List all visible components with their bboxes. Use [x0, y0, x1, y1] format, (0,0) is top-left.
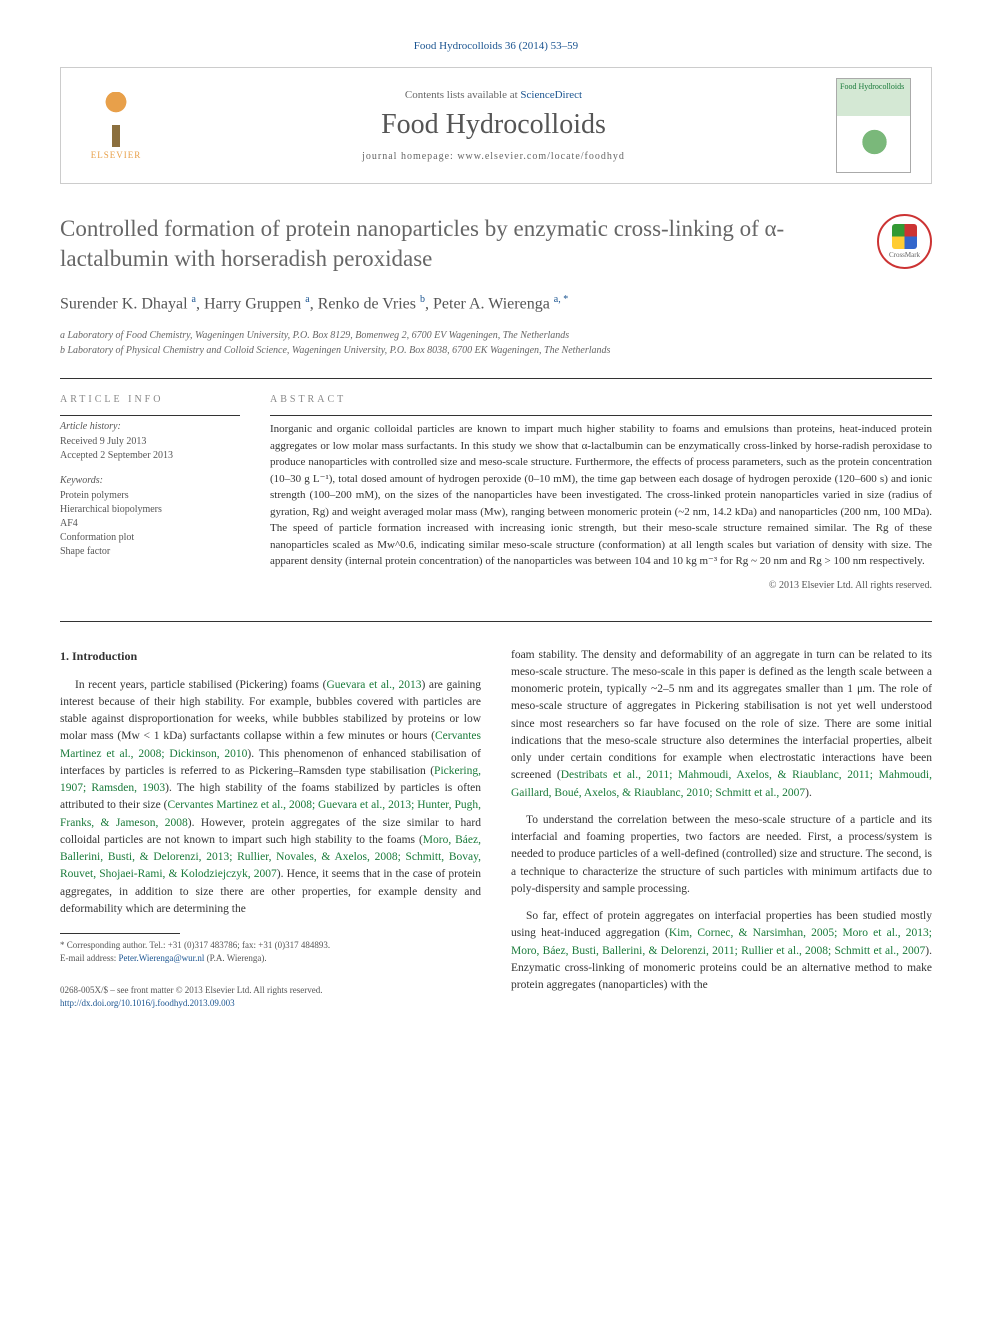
section-title: Introduction	[72, 649, 137, 663]
body-columns: 1. Introduction In recent years, particl…	[60, 647, 932, 1010]
received-date: Received 9 July 2013	[60, 435, 240, 449]
elsevier-label: ELSEVIER	[91, 150, 142, 160]
cover-title: Food Hydrocolloids	[840, 82, 904, 91]
masthead-center: Contents lists available at ScienceDirec…	[151, 89, 836, 162]
footer-info: 0268-005X/$ – see front matter © 2013 El…	[60, 984, 481, 1009]
p1c-text-b: ).	[805, 787, 812, 799]
doi-link[interactable]: http://dx.doi.org/10.1016/j.foodhyd.2013…	[60, 998, 235, 1008]
abstract-text: Inorganic and organic colloidal particle…	[270, 421, 932, 570]
divider-top	[60, 378, 932, 379]
article-title: Controlled formation of protein nanopart…	[60, 214, 877, 274]
authors-line: Surender K. Dhayal a, Harry Gruppen a, R…	[60, 294, 932, 313]
affiliation-b: b Laboratory of Physical Chemistry and C…	[60, 343, 932, 358]
info-divider-1	[60, 415, 240, 416]
section-heading: 1. Introduction	[60, 647, 481, 665]
article-info-heading: ARTICLE INFO	[60, 394, 240, 405]
email-link[interactable]: Peter.Wierenga@wur.nl	[118, 953, 204, 963]
journal-cover-thumbnail: Food Hydrocolloids	[836, 78, 911, 173]
corresponding-author-footnote: * Corresponding author. Tel.: +31 (0)317…	[60, 939, 481, 964]
left-column: 1. Introduction In recent years, particl…	[60, 647, 481, 1010]
abstract-divider	[270, 415, 932, 416]
homepage-label: journal homepage:	[362, 151, 457, 162]
journal-name: Food Hydrocolloids	[151, 109, 836, 141]
crossmark-icon	[892, 224, 917, 249]
email-label: E-mail address:	[60, 953, 118, 963]
affiliations: a Laboratory of Food Chemistry, Wagening…	[60, 328, 932, 358]
elsevier-logo: ELSEVIER	[81, 86, 151, 166]
elsevier-tree-icon	[91, 92, 141, 147]
keyword-3: AF4	[60, 517, 240, 531]
divider-bottom	[60, 621, 932, 622]
intro-paragraph-2: To understand the correlation between th…	[511, 812, 932, 898]
corr-author-line: * Corresponding author. Tel.: +31 (0)317…	[60, 939, 481, 952]
ref-guevara[interactable]: Guevara et al., 2013	[326, 679, 421, 691]
intro-paragraph-3: So far, effect of protein aggregates on …	[511, 908, 932, 994]
homepage-url[interactable]: www.elsevier.com/locate/foodhyd	[457, 151, 625, 162]
article-info-column: ARTICLE INFO Article history: Received 9…	[60, 394, 240, 591]
crossmark-label: CrossMark	[889, 251, 920, 259]
affiliation-a: a Laboratory of Food Chemistry, Wagening…	[60, 328, 932, 343]
ref-destribats-mahmoudi[interactable]: Destribats et al., 2011; Mahmoudi, Axelo…	[511, 769, 932, 798]
keyword-5: Shape factor	[60, 545, 240, 559]
issn-line: 0268-005X/$ – see front matter © 2013 El…	[60, 984, 481, 997]
crossmark-badge[interactable]: CrossMark	[877, 214, 932, 269]
contents-list-line: Contents lists available at ScienceDirec…	[151, 89, 836, 101]
keywords-label: Keywords:	[60, 475, 240, 486]
email-suffix: (P.A. Wierenga).	[204, 953, 266, 963]
keyword-1: Protein polymers	[60, 489, 240, 503]
section-number: 1.	[60, 649, 69, 663]
contents-prefix: Contents lists available at	[405, 89, 520, 101]
header-reference: Food Hydrocolloids 36 (2014) 53–59	[60, 40, 932, 52]
abstract-copyright: © 2013 Elsevier Ltd. All rights reserved…	[270, 580, 932, 591]
p1c-text-a: foam stability. The density and deformab…	[511, 649, 932, 782]
keyword-2: Hierarchical biopolymers	[60, 503, 240, 517]
intro-paragraph-1: In recent years, particle stabilised (Pi…	[60, 677, 481, 919]
history-label: Article history:	[60, 421, 240, 432]
footnote-separator	[60, 933, 180, 934]
journal-homepage: journal homepage: www.elsevier.com/locat…	[151, 151, 836, 162]
keyword-4: Conformation plot	[60, 531, 240, 545]
accepted-date: Accepted 2 September 2013	[60, 449, 240, 463]
abstract-column: ABSTRACT Inorganic and organic colloidal…	[270, 394, 932, 591]
journal-masthead: ELSEVIER Contents lists available at Sci…	[60, 67, 932, 184]
right-column: foam stability. The density and deformab…	[511, 647, 932, 1010]
p1-text-a: In recent years, particle stabilised (Pi…	[75, 679, 326, 691]
abstract-heading: ABSTRACT	[270, 394, 932, 405]
intro-paragraph-1-cont: foam stability. The density and deformab…	[511, 647, 932, 802]
sciencedirect-link[interactable]: ScienceDirect	[520, 89, 582, 101]
